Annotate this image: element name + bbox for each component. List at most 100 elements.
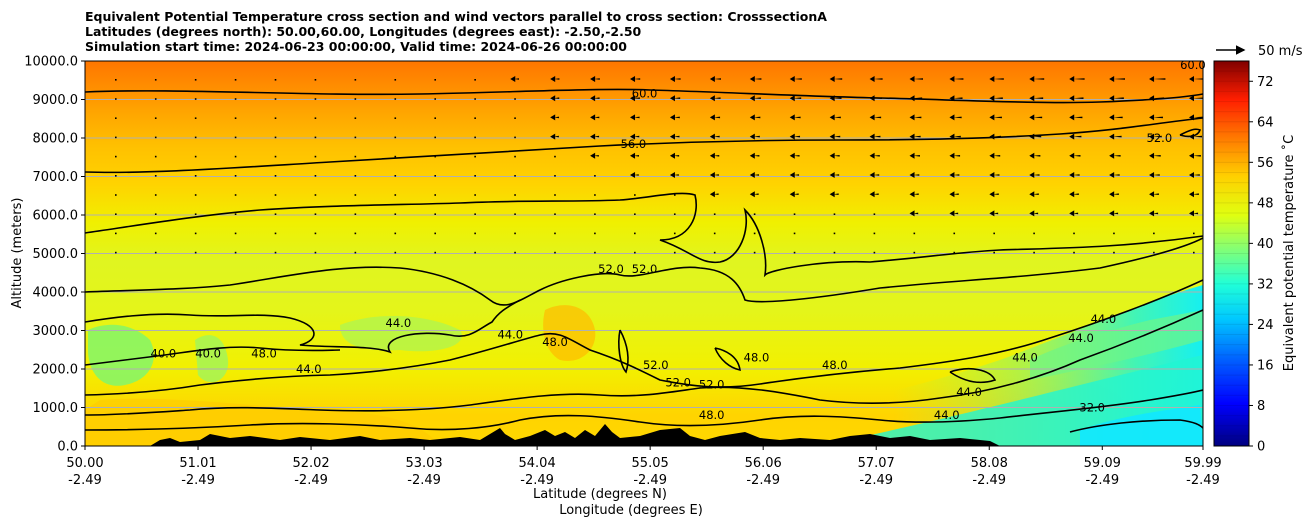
wind-vector: [394, 232, 397, 235]
wind-vector: [514, 213, 516, 215]
wind-vector: [514, 232, 516, 235]
wind-vector: [913, 232, 916, 235]
wind-vector-head: [709, 152, 715, 159]
wind-vector: [673, 97, 681, 99]
wind-vector: [634, 174, 639, 176]
x-tick-label-latitude: 55.05: [632, 456, 669, 471]
wind-vector: [354, 117, 357, 119]
wind-vector: [115, 136, 117, 139]
x-tick-label-latitude: 59.99: [1184, 456, 1221, 471]
wind-vector: [634, 251, 636, 254]
wind-vectors: [115, 76, 1203, 254]
wind-vector-head: [1189, 210, 1194, 217]
wind-vector-head: [789, 95, 795, 102]
y-tick-label: 5000.0: [33, 247, 79, 262]
wind-vector-head: [989, 152, 995, 159]
colorbar: 0 8 16 24 32 40 48 56 64 72 Equivalent potential …: [1213, 60, 1297, 455]
x-axis-label-latitude: Latitude (degrees N): [533, 487, 667, 502]
wind-vector: [953, 116, 962, 119]
wind-vector-head: [669, 76, 675, 82]
chart-title-line-3: Simulation start time: 2024-06-23 00:00:…: [85, 39, 627, 54]
wind-vector: [713, 78, 721, 80]
wind-vector: [594, 135, 600, 138]
wind-vector: [913, 97, 923, 99]
x-tick-label-longitude: -2.49: [294, 473, 328, 488]
wind-vector: [833, 135, 841, 138]
wind-vector: [434, 251, 437, 254]
wind-vector: [154, 136, 157, 139]
wind-vector: [594, 232, 596, 235]
wind-vector: [1153, 135, 1162, 138]
wind-vector: [634, 97, 640, 99]
wind-vector: [354, 213, 357, 215]
wind-vector: [514, 194, 516, 196]
wind-vector-head: [989, 76, 995, 82]
contour-line: [85, 88, 1203, 104]
x-tick-label-latitude: 53.03: [405, 456, 442, 471]
wind-vector-head: [1029, 114, 1035, 121]
colorbar-tick-label: 40: [1257, 237, 1274, 252]
wind-vector: [474, 175, 476, 177]
wind-vector-head: [749, 133, 755, 140]
wind-vector: [673, 135, 680, 138]
wind-vector-head: [1069, 133, 1075, 140]
wind-vector-head: [510, 76, 516, 82]
contour-label: 52.0: [632, 262, 658, 276]
wind-vector: [274, 213, 277, 215]
wind-vector-head: [789, 152, 795, 159]
wind-vector: [514, 175, 516, 177]
wind-vector: [833, 116, 841, 119]
wind-vector: [274, 175, 277, 177]
wind-vector: [234, 79, 237, 81]
wind-vector-head: [630, 114, 636, 121]
contour-label: 48.0: [744, 350, 770, 364]
contour-label: 44.0: [296, 362, 322, 376]
colorbar-tick-label: 72: [1257, 75, 1274, 90]
contour-line: [85, 192, 1203, 278]
contour-line: [85, 389, 1203, 431]
wind-vector: [434, 175, 437, 177]
wind-vector: [194, 79, 197, 81]
wind-vector: [1153, 193, 1159, 195]
y-axis-ticks: 0.0 1000.0 2000.0 3000.0 4000.0 5000.0 6000.0 7…: [24, 55, 85, 455]
x-tick-label-latitude: 56.06: [745, 456, 782, 471]
wind-vector: [154, 251, 157, 254]
wind-vector: [634, 116, 640, 119]
wind-vector-head: [869, 133, 875, 140]
wind-vector-head: [1029, 95, 1035, 102]
wind-vector: [314, 136, 317, 139]
wind-vector: [354, 232, 357, 235]
wind-vector: [953, 78, 964, 80]
wind-vector: [713, 251, 716, 254]
wind-vector: [314, 251, 317, 254]
wind-vector: [753, 78, 762, 80]
wind-vector: [1073, 193, 1079, 195]
wind-vector: [194, 117, 197, 119]
wind-vector: [1073, 251, 1075, 254]
wind-vector: [634, 232, 636, 235]
wind-vector-head: [869, 114, 875, 121]
wind-vector: [873, 251, 876, 254]
wind-vector: [394, 79, 397, 81]
wind-vector-head: [1029, 76, 1035, 82]
contour-label: 48.0: [251, 347, 277, 361]
wind-vector: [953, 212, 959, 215]
chart-title: Equivalent Potential Temperature cross s…: [85, 9, 827, 54]
wind-vector: [873, 135, 881, 138]
wind-vector: [1033, 97, 1044, 99]
wind-vector-head: [590, 152, 596, 159]
y-tick-label: 8000.0: [33, 132, 79, 147]
wind-vector-head: [829, 76, 835, 82]
wind-vector: [1073, 97, 1084, 99]
wind-vector-head: [909, 76, 915, 82]
wind-vector: [274, 194, 277, 196]
x-tick-label-latitude: 54.04: [519, 456, 556, 471]
wind-vector-head: [590, 114, 596, 121]
wind-vector: [354, 155, 357, 158]
contour-label: 56.0: [621, 137, 647, 151]
wind-vector-head: [989, 133, 995, 140]
wind-vector-head: [1189, 172, 1194, 178]
wind-vector: [594, 155, 599, 157]
wind-vector: [314, 98, 317, 100]
wind-vector: [115, 117, 117, 119]
